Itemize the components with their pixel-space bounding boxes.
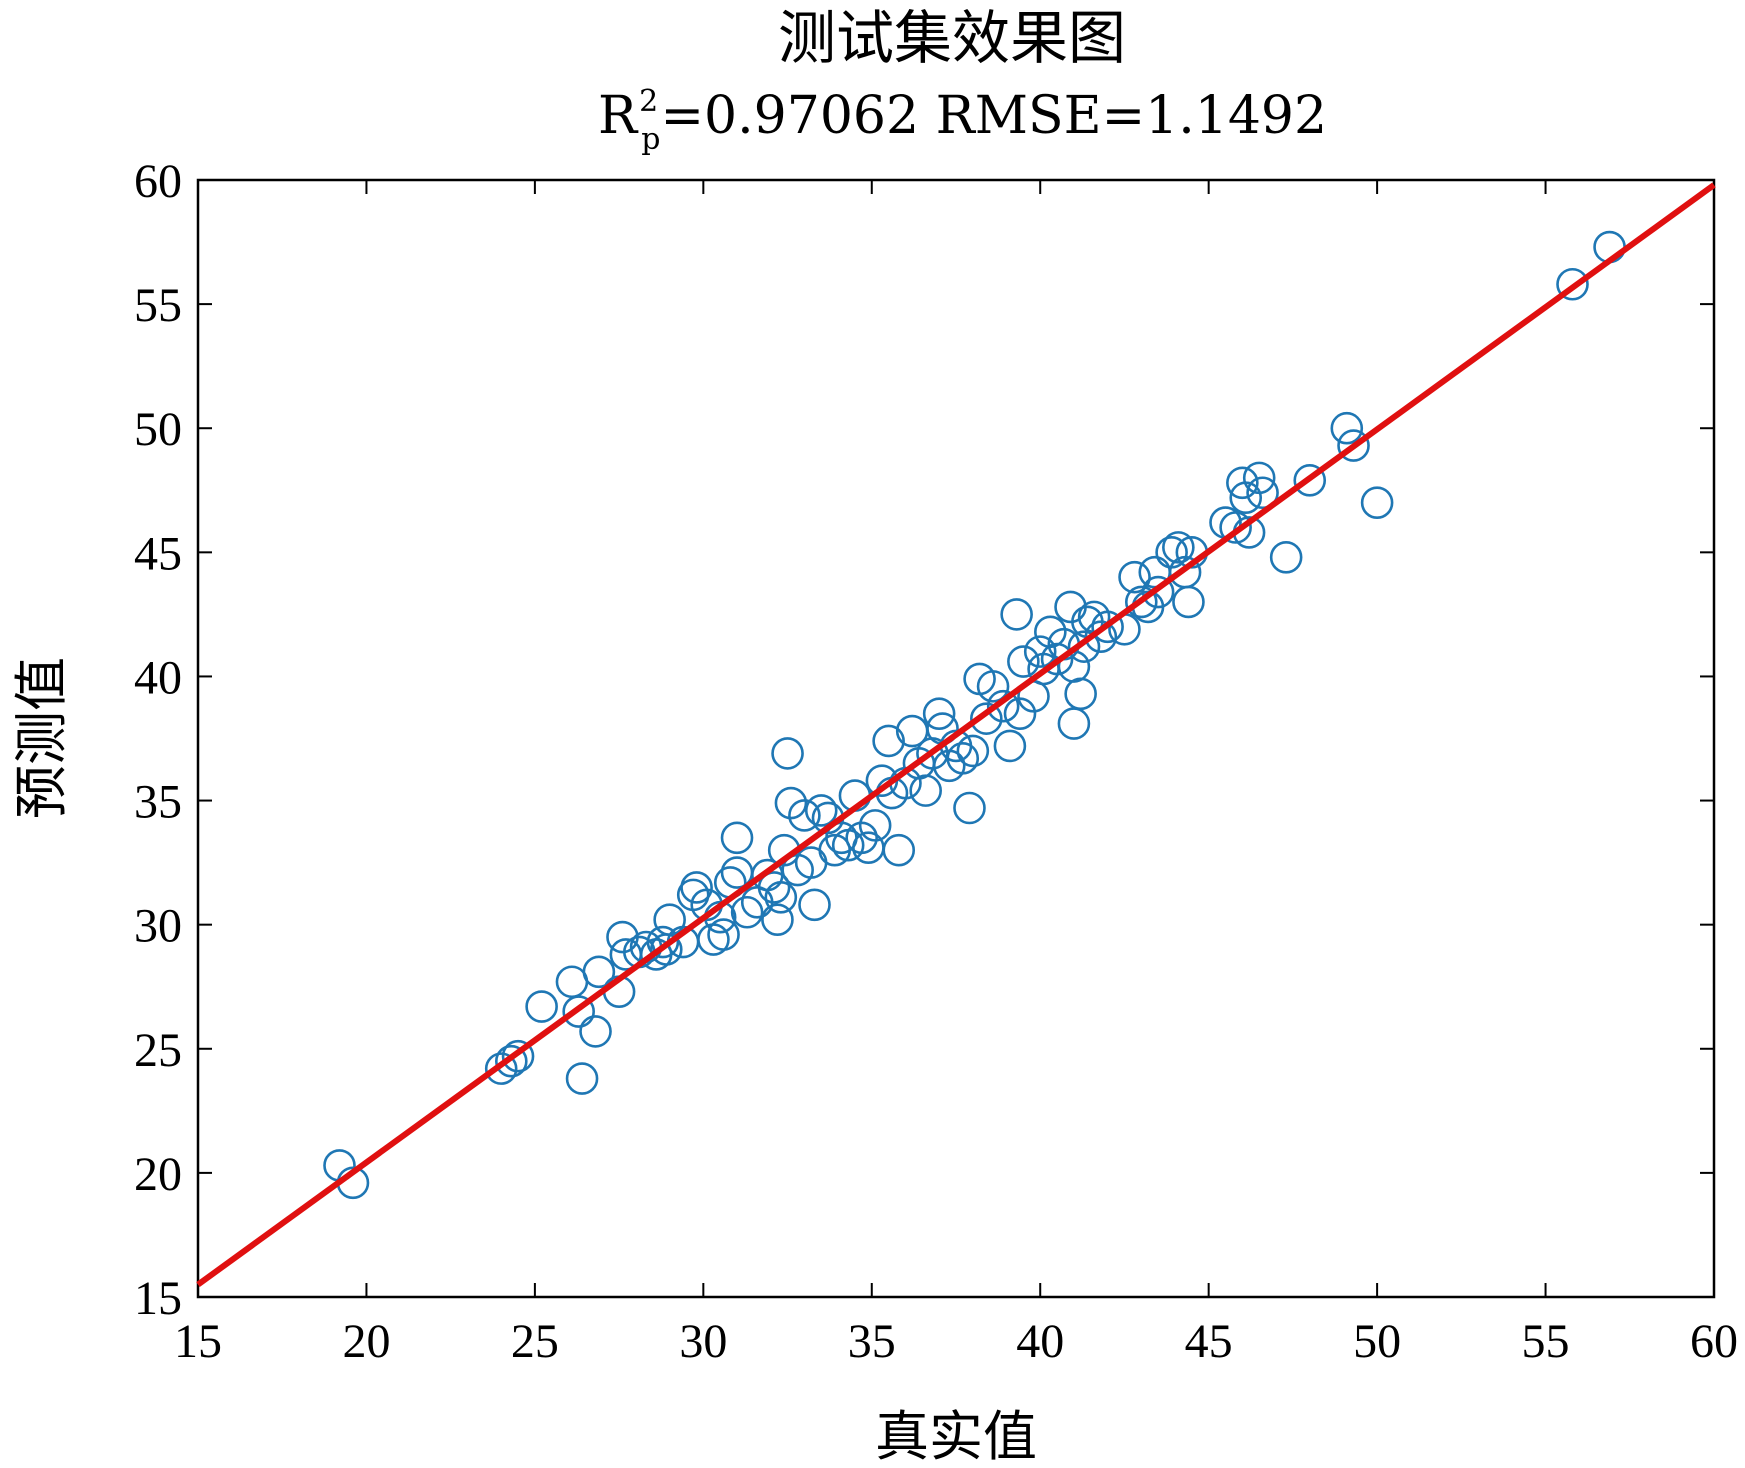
- data-point: [720, 821, 754, 855]
- data-point: [761, 903, 794, 937]
- data-point: [1269, 540, 1303, 574]
- y-tick-label: 25: [134, 1024, 182, 1077]
- data-point: [1067, 630, 1101, 663]
- data-point: [1007, 645, 1040, 678]
- data-point: [1000, 598, 1033, 631]
- data-point: [1091, 610, 1124, 644]
- data-point: [946, 742, 980, 775]
- data-point: [774, 786, 808, 820]
- data-point: [565, 1062, 599, 1095]
- data-point: [1172, 585, 1205, 619]
- data-point: [525, 990, 558, 1023]
- data-point: [1246, 476, 1279, 510]
- data-point: [882, 833, 916, 867]
- data-point: [1242, 461, 1276, 495]
- data-point: [730, 895, 764, 929]
- y-tick-label: 30: [134, 900, 182, 953]
- y-tick-label: 55: [134, 279, 182, 332]
- y-tick-label: 45: [134, 527, 182, 580]
- data-point: [993, 729, 1027, 763]
- data-point: [804, 794, 838, 827]
- data-point: [788, 799, 821, 832]
- data-point: [707, 918, 740, 951]
- fit-line: [196, 182, 1716, 1288]
- x-tick-label: 25: [511, 1315, 559, 1368]
- y-axis-title: 预测值: [10, 657, 73, 819]
- data-point: [1141, 575, 1175, 609]
- data-point: [845, 821, 878, 855]
- data-point: [976, 670, 1010, 703]
- data-point: [986, 689, 1020, 723]
- y-tick-labels: 15 20 25 30 35 40 45 50 55 60: [134, 155, 182, 1325]
- data-point: [1162, 531, 1195, 564]
- x-tick-label: 35: [848, 1315, 896, 1368]
- data-point: [771, 737, 804, 770]
- x-axis-title: 真实值: [875, 1405, 1037, 1468]
- x-tick-label: 20: [342, 1315, 390, 1368]
- data-point: [956, 734, 990, 768]
- data-point: [970, 702, 1003, 735]
- data-point: [922, 697, 956, 730]
- subtitle-r-sup: 2: [639, 84, 658, 119]
- data-point: [1360, 486, 1394, 519]
- data-point: [798, 888, 831, 922]
- x-tick-label: 50: [1353, 1315, 1401, 1368]
- data-point: [858, 809, 892, 842]
- data-point: [1064, 677, 1097, 711]
- y-tick-label: 15: [134, 1272, 182, 1325]
- data-point: [1023, 635, 1057, 668]
- x-tick-label: 60: [1690, 1315, 1738, 1368]
- data-point: [484, 1052, 518, 1085]
- data-point: [953, 791, 986, 825]
- x-tick-label: 55: [1522, 1315, 1570, 1368]
- y-tick-label: 35: [134, 776, 182, 829]
- data-point: [1118, 560, 1151, 594]
- data-point: [1293, 464, 1327, 497]
- axis-ticks: [197, 179, 1715, 1298]
- data-point: [1003, 697, 1037, 730]
- data-point: [1337, 429, 1370, 462]
- subtitle-r-sub: p: [641, 122, 660, 157]
- y-tick-label: 50: [134, 403, 182, 456]
- data-point: [1124, 585, 1158, 619]
- subtitle-r: R: [598, 86, 639, 146]
- subtitle-metrics: =0.97062 RMSE=1.1492: [660, 86, 1327, 146]
- data-point: [501, 1039, 535, 1073]
- data-point: [872, 724, 905, 758]
- x-tick-label: 15: [174, 1315, 222, 1368]
- y-tick-label: 40: [134, 651, 182, 704]
- data-point: [909, 774, 942, 807]
- data-point: [1219, 511, 1252, 544]
- data-point: [1084, 620, 1118, 654]
- data-point: [1226, 466, 1259, 500]
- x-tick-labels: 15 20 25 30 35 40 45 50 55 60: [174, 1315, 1738, 1368]
- data-point: [1556, 267, 1589, 301]
- data-point: [1040, 642, 1074, 676]
- data-point: [582, 955, 616, 989]
- data-point: [1330, 411, 1364, 445]
- data-point: [757, 871, 791, 904]
- data-point: [562, 995, 595, 1028]
- data-point: [680, 871, 713, 904]
- x-tick-label: 45: [1185, 1315, 1233, 1368]
- data-point: [579, 1015, 612, 1048]
- y-tick-label: 60: [134, 155, 182, 208]
- chart-title: 测试集效果图: [778, 4, 1126, 72]
- x-tick-label: 30: [679, 1315, 727, 1368]
- x-tick-label: 40: [1016, 1315, 1064, 1368]
- data-point: [495, 1044, 528, 1078]
- y-tick-label: 20: [134, 1148, 182, 1201]
- data-point: [764, 881, 798, 914]
- chart-subtitle: R2 p=0.97062 RMSE=1.1492: [598, 84, 1327, 157]
